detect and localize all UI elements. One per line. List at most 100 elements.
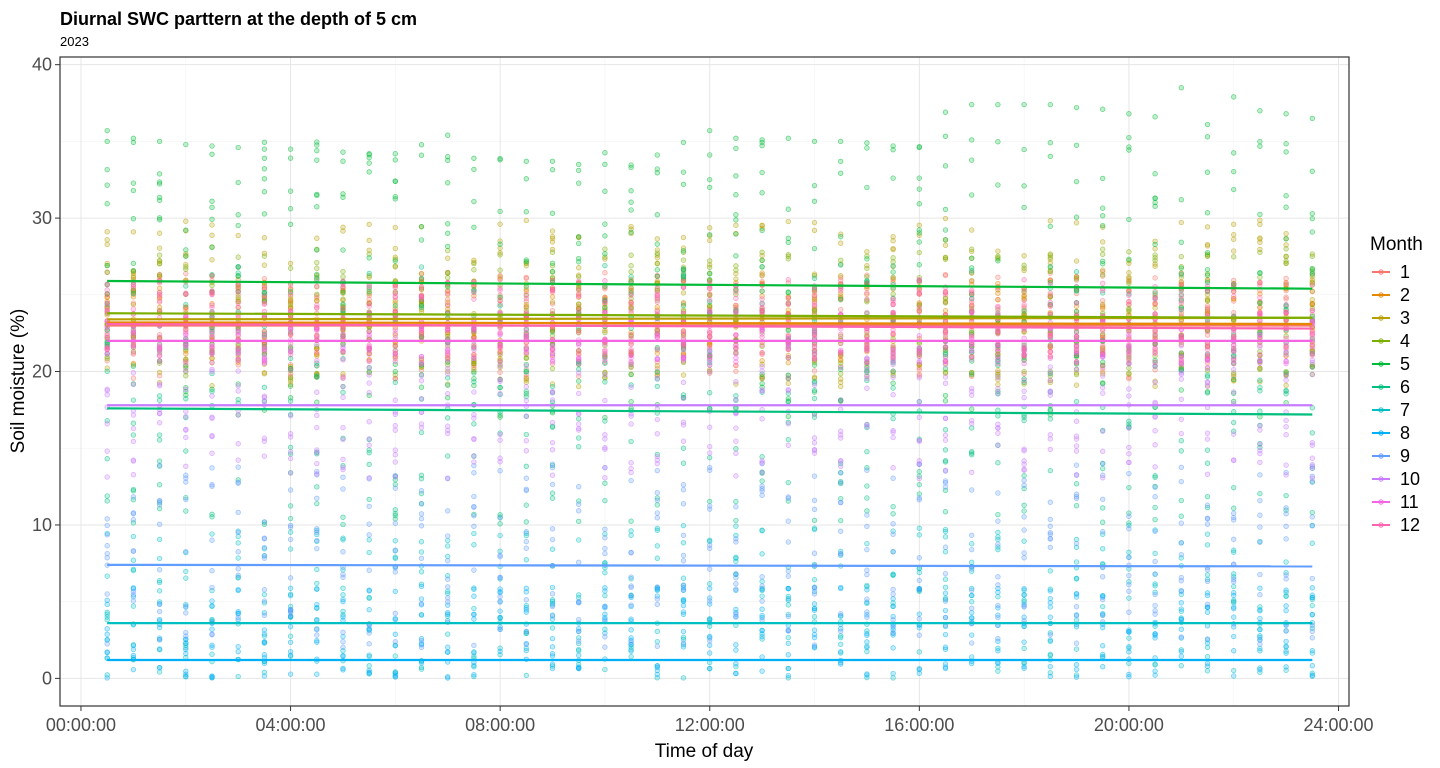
scatter-point xyxy=(838,610,844,617)
scatter-point xyxy=(864,296,870,302)
scatter-point xyxy=(418,275,425,282)
scatter-point xyxy=(1231,614,1237,620)
scatter-point xyxy=(1178,300,1184,306)
scatter-point xyxy=(628,263,634,269)
scatter-point xyxy=(183,575,189,581)
scatter-point xyxy=(576,484,582,490)
scatter-point xyxy=(759,257,765,263)
scatter-point xyxy=(261,600,268,606)
scatter-point xyxy=(1100,574,1106,580)
scatter-point xyxy=(418,583,425,590)
scatter-point xyxy=(1047,330,1053,336)
scatter-point xyxy=(576,180,582,186)
scatter-point xyxy=(1021,603,1027,609)
scatter-point xyxy=(628,438,634,445)
scatter-point xyxy=(707,454,713,461)
scatter-point xyxy=(1047,252,1053,258)
scatter-point xyxy=(1257,497,1263,504)
scatter-point xyxy=(811,605,818,612)
scatter-point xyxy=(340,284,346,290)
scatter-point xyxy=(287,652,294,658)
scatter-point xyxy=(183,253,189,259)
scatter-point xyxy=(209,393,215,399)
scatter-point xyxy=(916,497,922,503)
scatter-point xyxy=(130,458,137,464)
scatter-point xyxy=(1047,499,1053,505)
scatter-point xyxy=(654,416,660,423)
scatter-point xyxy=(1047,637,1053,643)
scatter-point xyxy=(1126,572,1132,579)
scatter-point xyxy=(1231,288,1237,294)
scatter-point xyxy=(1178,396,1184,402)
scatter-point xyxy=(864,367,870,373)
scatter-point xyxy=(1021,448,1027,454)
scatter-point xyxy=(549,665,556,672)
scatter-point xyxy=(156,624,163,631)
scatter-point xyxy=(104,591,110,597)
scatter-point xyxy=(471,650,477,656)
scatter-point xyxy=(418,264,425,270)
scatter-point xyxy=(707,369,713,375)
scatter-point xyxy=(602,233,608,239)
scatter-point xyxy=(1257,357,1263,364)
scatter-point xyxy=(707,237,713,244)
scatter-point xyxy=(838,273,844,279)
scatter-point xyxy=(104,456,110,462)
scatter-point xyxy=(392,193,398,200)
scatter-point xyxy=(838,371,844,377)
scatter-point xyxy=(707,264,713,271)
scatter-point xyxy=(602,585,608,591)
scatter-point xyxy=(838,528,844,534)
scatter-point xyxy=(811,506,818,513)
scatter-point xyxy=(209,151,215,157)
scatter-point xyxy=(1047,595,1053,602)
scatter-point xyxy=(314,545,320,552)
scatter-point xyxy=(733,606,739,613)
scatter-point xyxy=(471,542,477,548)
scatter-point xyxy=(314,265,320,271)
scatter-point xyxy=(969,341,975,347)
scatter-point xyxy=(995,274,1001,280)
scatter-point xyxy=(1152,550,1158,557)
scatter-point xyxy=(680,266,687,272)
scatter-point xyxy=(366,169,372,175)
scatter-point xyxy=(287,575,294,581)
scatter-point xyxy=(890,675,896,681)
scatter-point xyxy=(707,585,713,592)
scatter-point xyxy=(209,644,215,650)
scatter-point xyxy=(314,302,320,308)
scatter-point xyxy=(942,398,949,404)
scatter-point xyxy=(785,206,791,212)
scatter-point xyxy=(445,595,451,601)
scatter-point xyxy=(838,649,844,655)
scatter-point xyxy=(235,264,241,270)
scatter-point xyxy=(1231,360,1237,367)
scatter-point xyxy=(733,536,739,542)
scatter-point xyxy=(1047,364,1053,370)
scatter-point xyxy=(1100,390,1106,396)
scatter-point xyxy=(733,345,739,351)
scatter-point xyxy=(916,525,922,531)
scatter-point xyxy=(707,271,713,277)
scatter-point xyxy=(261,631,268,637)
scatter-point xyxy=(287,376,294,382)
scatter-point xyxy=(811,395,818,402)
scatter-point xyxy=(183,650,189,657)
scatter-point xyxy=(733,212,739,218)
scatter-point xyxy=(261,176,268,182)
scatter-point xyxy=(235,529,241,536)
scatter-point xyxy=(235,479,241,485)
scatter-point xyxy=(785,355,791,361)
scatter-point xyxy=(1283,638,1289,645)
scatter-point xyxy=(811,362,818,368)
scatter-point xyxy=(209,626,215,632)
scatter-point xyxy=(811,473,818,479)
scatter-point xyxy=(1073,472,1080,478)
scatter-point xyxy=(1204,169,1211,175)
scatter-point xyxy=(1283,511,1289,517)
scatter-point xyxy=(995,635,1001,642)
scatter-point xyxy=(890,670,896,677)
scatter-point xyxy=(628,477,634,484)
scatter-point xyxy=(628,384,634,390)
scatter-point xyxy=(183,359,189,365)
